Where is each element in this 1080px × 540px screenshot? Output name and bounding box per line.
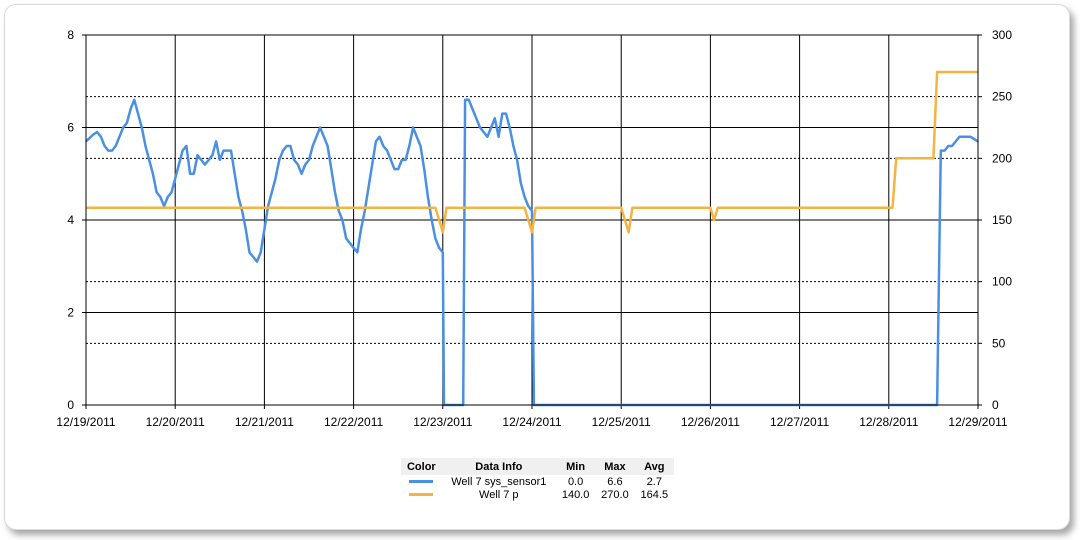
chart-card: [4, 4, 1070, 530]
y-left-tick-label: 6: [67, 121, 74, 135]
y-right-tick-label: 0: [992, 398, 999, 412]
x-tick-label: 12/27/2011: [770, 415, 829, 429]
x-tick-label: 12/26/2011: [681, 415, 740, 429]
y-right-tick-label: 300: [992, 28, 1012, 42]
legend-header-row: Color Data Info Min Max Avg: [401, 458, 674, 475]
legend-header-data-info: Data Info: [441, 458, 556, 475]
y-right-tick-label: 250: [992, 90, 1012, 104]
plot-border: [85, 34, 979, 406]
y-right-tick-label: 150: [992, 213, 1012, 227]
legend-min: 0.0: [567, 475, 584, 488]
y-right-tick-label: 200: [992, 151, 1012, 165]
x-tick-label: 12/24/2011: [502, 415, 561, 429]
legend-row: Well 7 sys_sensor1 0.0 6.6 2.7: [401, 475, 674, 488]
axis-labels: 12/19/2011 12/20/2011 12/21/2011 12/22/2011…: [56, 28, 1012, 429]
series-line-pressure: [86, 70, 978, 234]
x-tick-label: 12/28/2011: [859, 415, 918, 429]
x-tick-label: 12/23/2011: [413, 415, 472, 429]
y-left-tick-label: 2: [67, 306, 74, 320]
x-tick-label: 12/29/2011: [948, 415, 1007, 429]
x-tick-label: 12/22/2011: [324, 415, 383, 429]
y-left-tick-label: 0: [67, 398, 74, 412]
y-left-tick-label: 8: [67, 28, 74, 42]
legend-avg: 2.7: [646, 475, 662, 488]
legend-table: Color Data Info Min Max Avg Well 7 sys_s…: [401, 458, 674, 501]
x-tick-label: 12/19/2011: [56, 415, 115, 429]
legend-header-max: Max: [595, 458, 635, 475]
legend-series-name: Well 7 sys_sensor1: [451, 475, 547, 488]
series-line-sensor: [85, 98, 979, 407]
y-right-tick-label: 50: [992, 336, 1006, 350]
legend-max: 6.6: [607, 475, 623, 488]
legend-min: 140.0: [561, 488, 590, 501]
x-tick-label: 12/25/2011: [592, 415, 651, 429]
legend-header-min: Min: [555, 458, 596, 475]
legend-swatch-sensor: [409, 480, 434, 484]
legend-swatch-pressure: [409, 493, 434, 497]
y-left-tick-label: 4: [67, 213, 74, 227]
legend-header-avg: Avg: [634, 458, 674, 475]
series-layer: [85, 70, 979, 407]
legend-series-name: Well 7 p: [479, 488, 519, 501]
y-right-tick-label: 100: [992, 275, 1012, 289]
x-tick-label: 12/21/2011: [235, 415, 294, 429]
legend-header-color: Color: [401, 458, 442, 475]
legend-row: Well 7 p 140.0 270.0 164.5: [401, 488, 674, 501]
x-tick-label: 12/20/2011: [146, 415, 205, 429]
legend-max: 270.0: [601, 488, 629, 501]
legend-avg: 164.5: [640, 488, 669, 501]
